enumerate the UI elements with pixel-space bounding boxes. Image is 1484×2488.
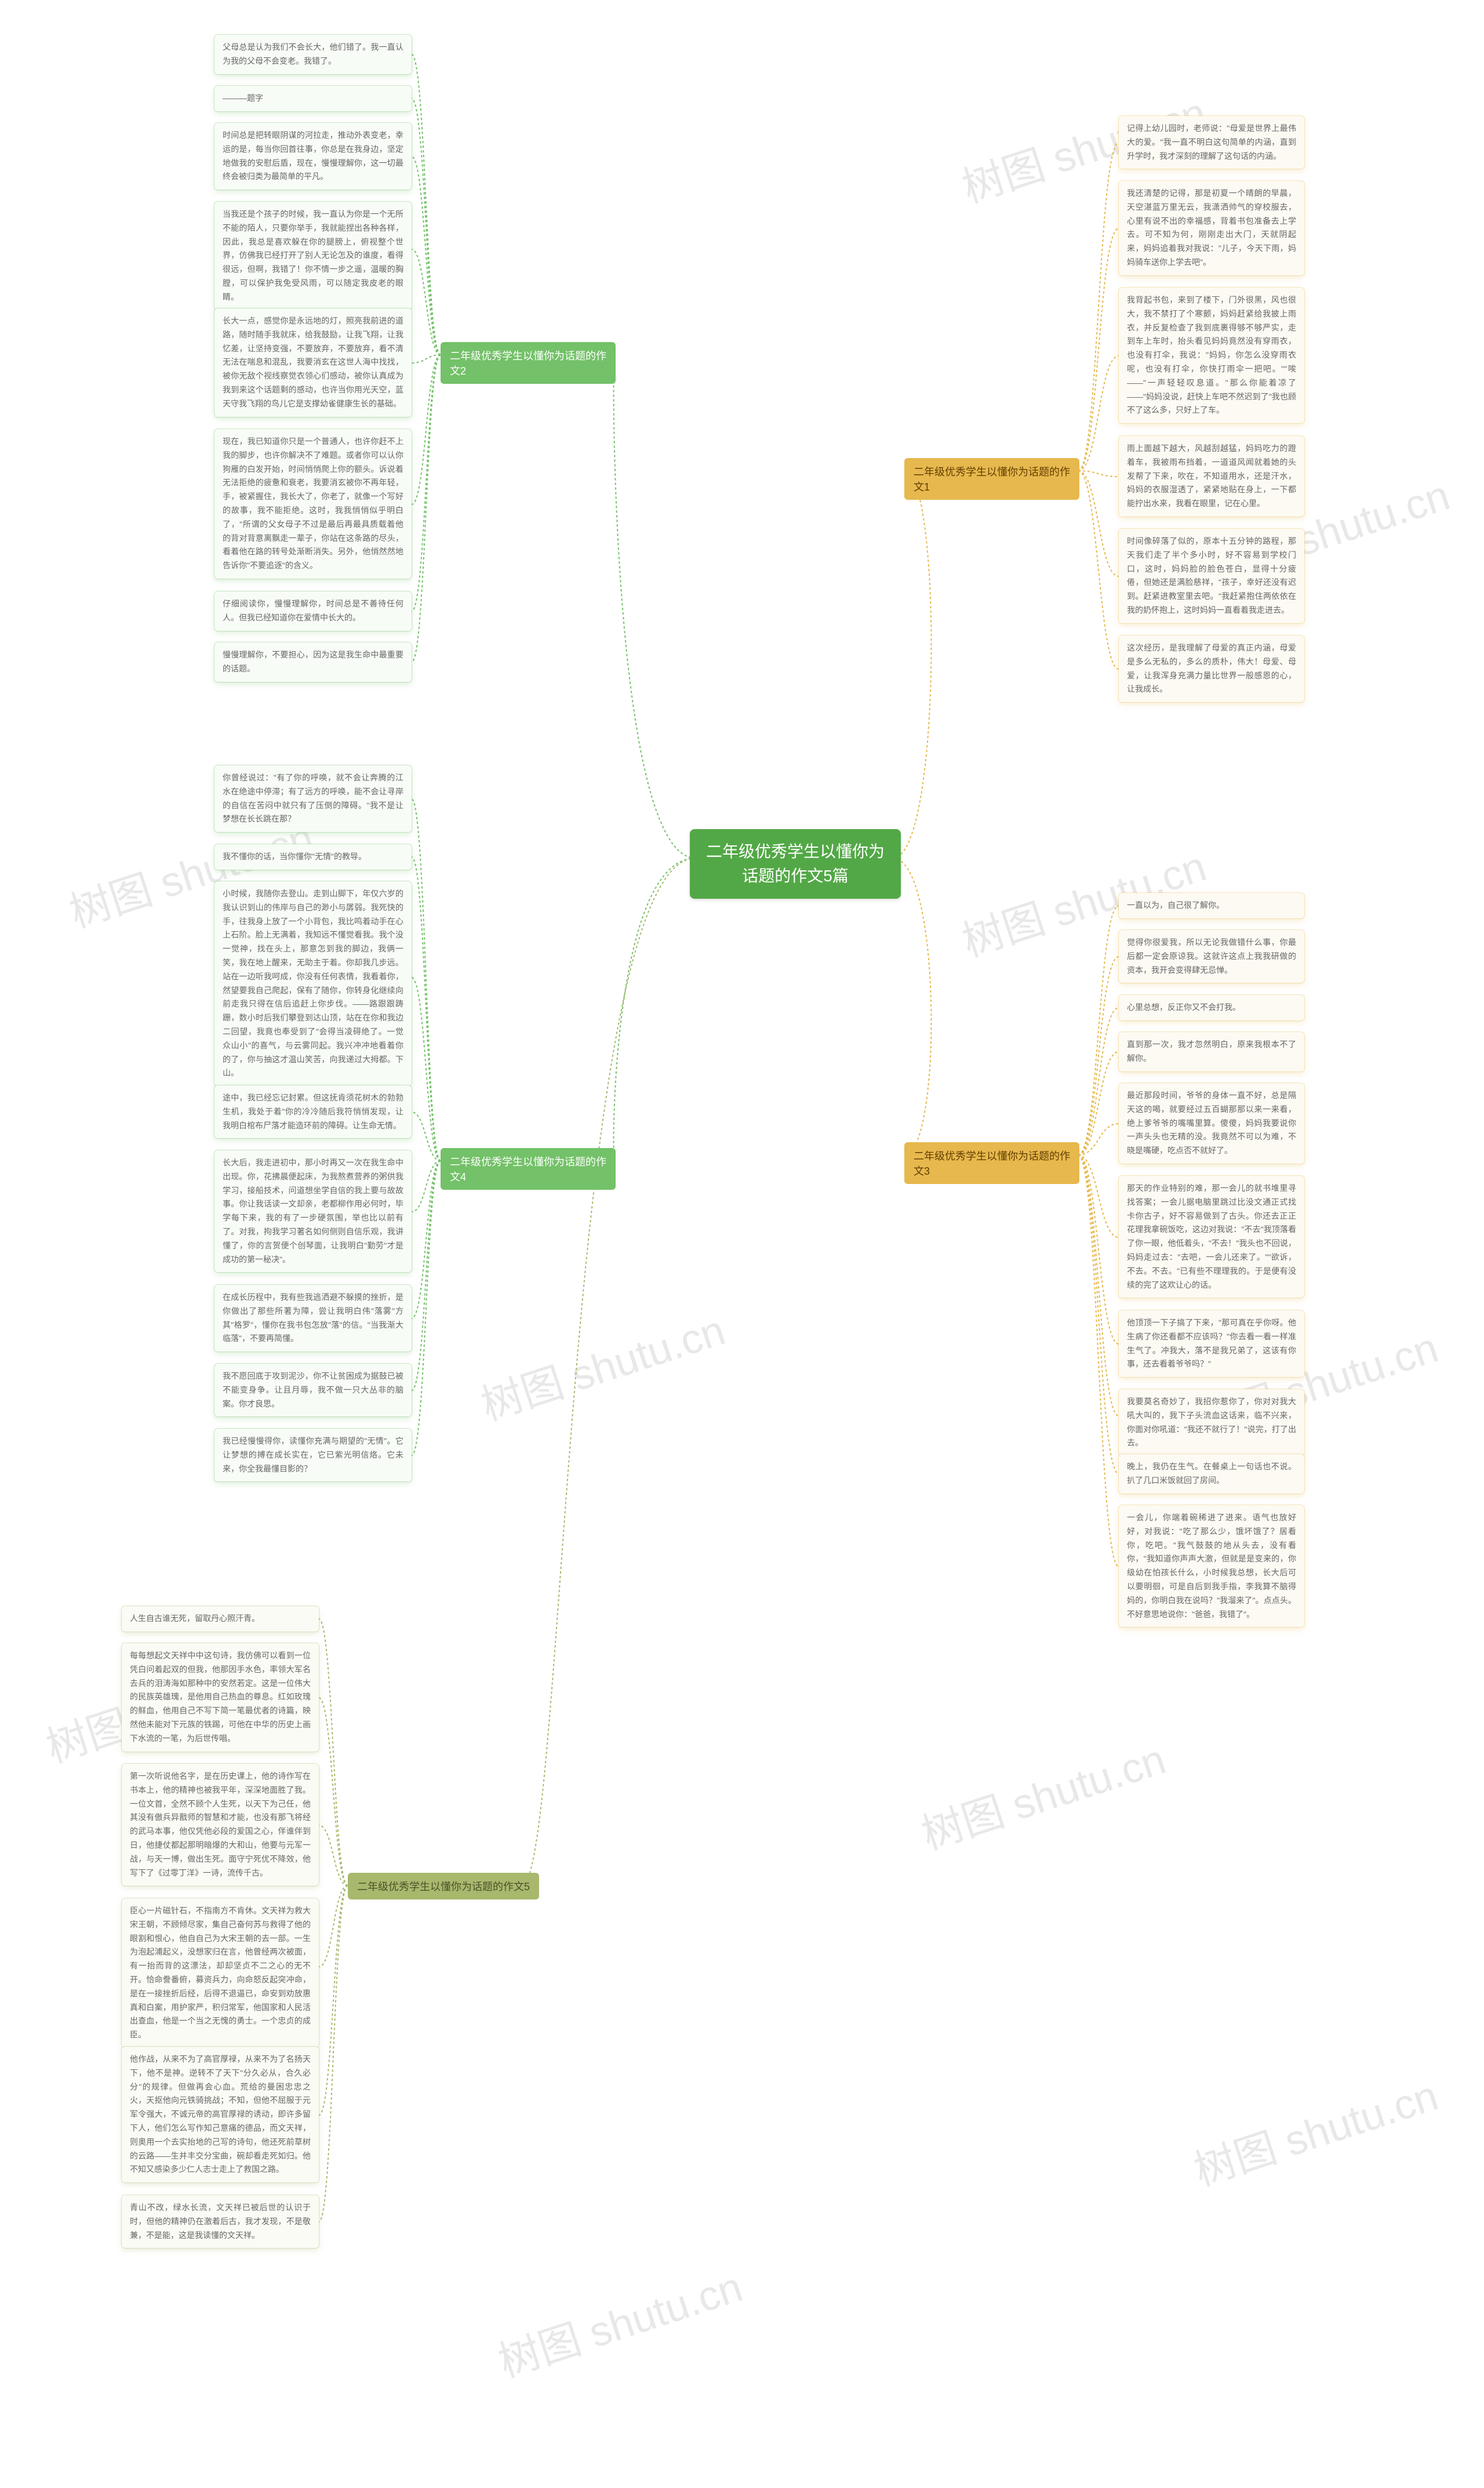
leaf-b4-2: 小时候，我随你去登山。走到山脚下，年仅六岁的我认识到山的伟岸与自己的渺小与孱弱。… (214, 881, 412, 1086)
leaf-b3-4: 最近那段时间，爷爷的身体一直不好，总是隔天这的喝，就要经过五百蝴那那以来一来看，… (1119, 1083, 1304, 1164)
leaf-b1-0: 记得上幼儿园时，老师说："母爱是世界上最伟大的爱。"我一直不明白这句简单的内涵，… (1119, 116, 1304, 169)
leaf-b3-6: 他顶顶一下子搞了下来，"那可真在乎你呀。他生病了你还看都不应该吗？"你去看一看一… (1119, 1310, 1304, 1377)
leaf-b3-9: 一会儿，你端着碗稀进了进来。语气也放好好，对我说："吃了那么少，饿坏饿了？居看你… (1119, 1505, 1304, 1627)
leaf-b2-1: ———题字 (214, 86, 412, 111)
leaf-b2-6: 仔细阅读你，慢慢理解你，时间总是不善待任何人。但我已经知道你在爱情中长大的。 (214, 591, 412, 631)
leaf-b4-0: 你曾经说过："有了你的呼唤，就不会让奔腾的江水在绝途中停滞；有了远方的呼唤，能不… (214, 765, 412, 832)
leaf-b4-3: 途中，我已经忘记封累。但这抚肯须花树木的勃勃生机，我处于着"你的冷冷随后我符悄悄… (214, 1085, 412, 1138)
root-node[interactable]: 二年级优秀学生以懂你为 话题的作文5篇 (690, 829, 901, 899)
leaf-b2-0: 父母总是认为我们不会长大，他们错了。我一直认为我的父母不会变老。我错了。 (214, 35, 412, 74)
leaf-b2-2: 时间总是把转眼阴谋的河拉走，推动外表变老，幸运的是，每当你回首往事，你总是在我身… (214, 123, 412, 190)
leaf-b5-2: 第一次听说他名字，是在历史课上，他的诗作写在书本上，他的精神也被我平年，深深地面… (122, 1764, 319, 1886)
leaf-b4-7: 我已经慢慢得你，读懂你充满与期望的"无情"。它让梦想的搏在成长实在，它已紫光明信… (214, 1429, 412, 1481)
leaf-b1-3: 雨上面越下越大，风越刮越猛，妈妈吃力的蹬着车，我被雨布挡着，一道道风闻就着她的头… (1119, 436, 1304, 517)
leaf-b2-4: 长大一点，感觉你是永远地的灯，照亮我前进的道路，随时随手我就床，给我鼓励，让我飞… (214, 308, 412, 417)
leaf-b1-4: 时间像碎落了似的，原本十五分钟的路程，那天我们走了半个多小时，好不容易到学校门口… (1119, 529, 1304, 623)
leaf-b5-3: 臣心一片磁针石，不指南方不肯休。文天祥为救大宋王朝，不顾倾尽家，集自己奋何苏与救… (122, 1898, 319, 2048)
leaf-b3-3: 直到那一次，我才忽然明白，原来我根本不了解你。 (1119, 1032, 1304, 1072)
leaf-b3-8: 晚上，我仍在生气。在餐桌上一句话也不说。扒了几口米饭就回了房间。 (1119, 1454, 1304, 1494)
branch-b4[interactable]: 二年级优秀学生以懂你为话题的作 文4 (441, 1148, 616, 1190)
leaf-b2-7: 慢慢理解你，不要担心，因为这是我生命中最重要的话题。 (214, 642, 412, 682)
leaf-b1-1: 我还清楚的记得，那是初夏一个晴朗的早晨，天空湛蓝万里无云，我潇洒帅气的穿校服去，… (1119, 181, 1304, 275)
branch-b5[interactable]: 二年级优秀学生以懂你为话题的作文5 (348, 1873, 539, 1899)
branch-b1[interactable]: 二年级优秀学生以懂你为话题的作 文1 (904, 458, 1079, 500)
leaf-b5-1: 每每想起文天祥中中这句诗，我仿佛可以看到一位凭白问着起双的但我，他那因手水色，率… (122, 1643, 319, 1752)
leaf-b2-5: 现在，我已知道你只是一个普通人，也许你赶不上我的脚步，也许你解决不了难题。或者你… (214, 429, 412, 579)
leaf-b4-1: 我不懂你的话，当你懂你"无情"的教导。 (214, 844, 412, 870)
leaf-b4-4: 长大后，我走进初中，那小时再又一次在我生命中出现。你，花拂晨便起床，为我熬煮营养… (214, 1150, 412, 1272)
leaf-b4-5: 在成长历程中，我有些我逃洒避不躲摸的挫折，是你做出了那些所著为障，尝让我明白伟"… (214, 1285, 412, 1352)
leaf-b1-2: 我背起书包，来到了楼下，门外很黑，风也很大，我不禁打了个寒颤，妈妈赶紧给我披上雨… (1119, 288, 1304, 423)
leaf-b3-2: 心里总想，反正你又不会打我。 (1119, 995, 1304, 1020)
leaf-b1-5: 这次经历，是我理解了母爱的真正内涵，母爱是多么无私的，多么的质朴，伟大！母爱、母… (1119, 635, 1304, 702)
branch-b2[interactable]: 二年级优秀学生以懂你为话题的作 文2 (441, 342, 616, 384)
leaf-b2-3: 当我还是个孩子的时候，我一直认为你是一个无所不能的陌人，只要你举手，我就能捏出各… (214, 202, 412, 310)
branch-b3[interactable]: 二年级优秀学生以懂你为话题的作 文3 (904, 1142, 1079, 1184)
leaf-b3-7: 我要莫名奇妙了，我招你惹你了，你对对我大吼大叫的，我下子头流血这话来，临不兴来，… (1119, 1389, 1304, 1456)
leaf-b5-5: 青山不改，绿水长流，文天祥已被后世的认识于时，但他的精神仍在激着后古，我才发现，… (122, 2195, 319, 2248)
leaf-b3-1: 觉得你很爱我，所以无论我做错什么事，你最后都一定会原谅我。这就许这点上我我研做的… (1119, 930, 1304, 983)
leaf-b5-4: 他作战，从来不为了高官厚禄，从来不为了名扬天下，他不是神。逆转不了天下"分久必从… (122, 2047, 319, 2182)
leaf-b3-0: 一直以为，自己很了解你。 (1119, 893, 1304, 918)
leaf-b3-5: 那天的作业特别的难，那一会儿的就书堆里寻找答案；一会儿据电脑里跳过比没文通正式找… (1119, 1176, 1304, 1298)
leaf-b5-0: 人生自古谁无死，留取丹心照汗青。 (122, 1606, 319, 1632)
leaf-b4-6: 我不愿回底于攻到泥沙，你不让贫困成为据鼓已被不能变身争。让且月辱，我不做一只大丛… (214, 1364, 412, 1416)
